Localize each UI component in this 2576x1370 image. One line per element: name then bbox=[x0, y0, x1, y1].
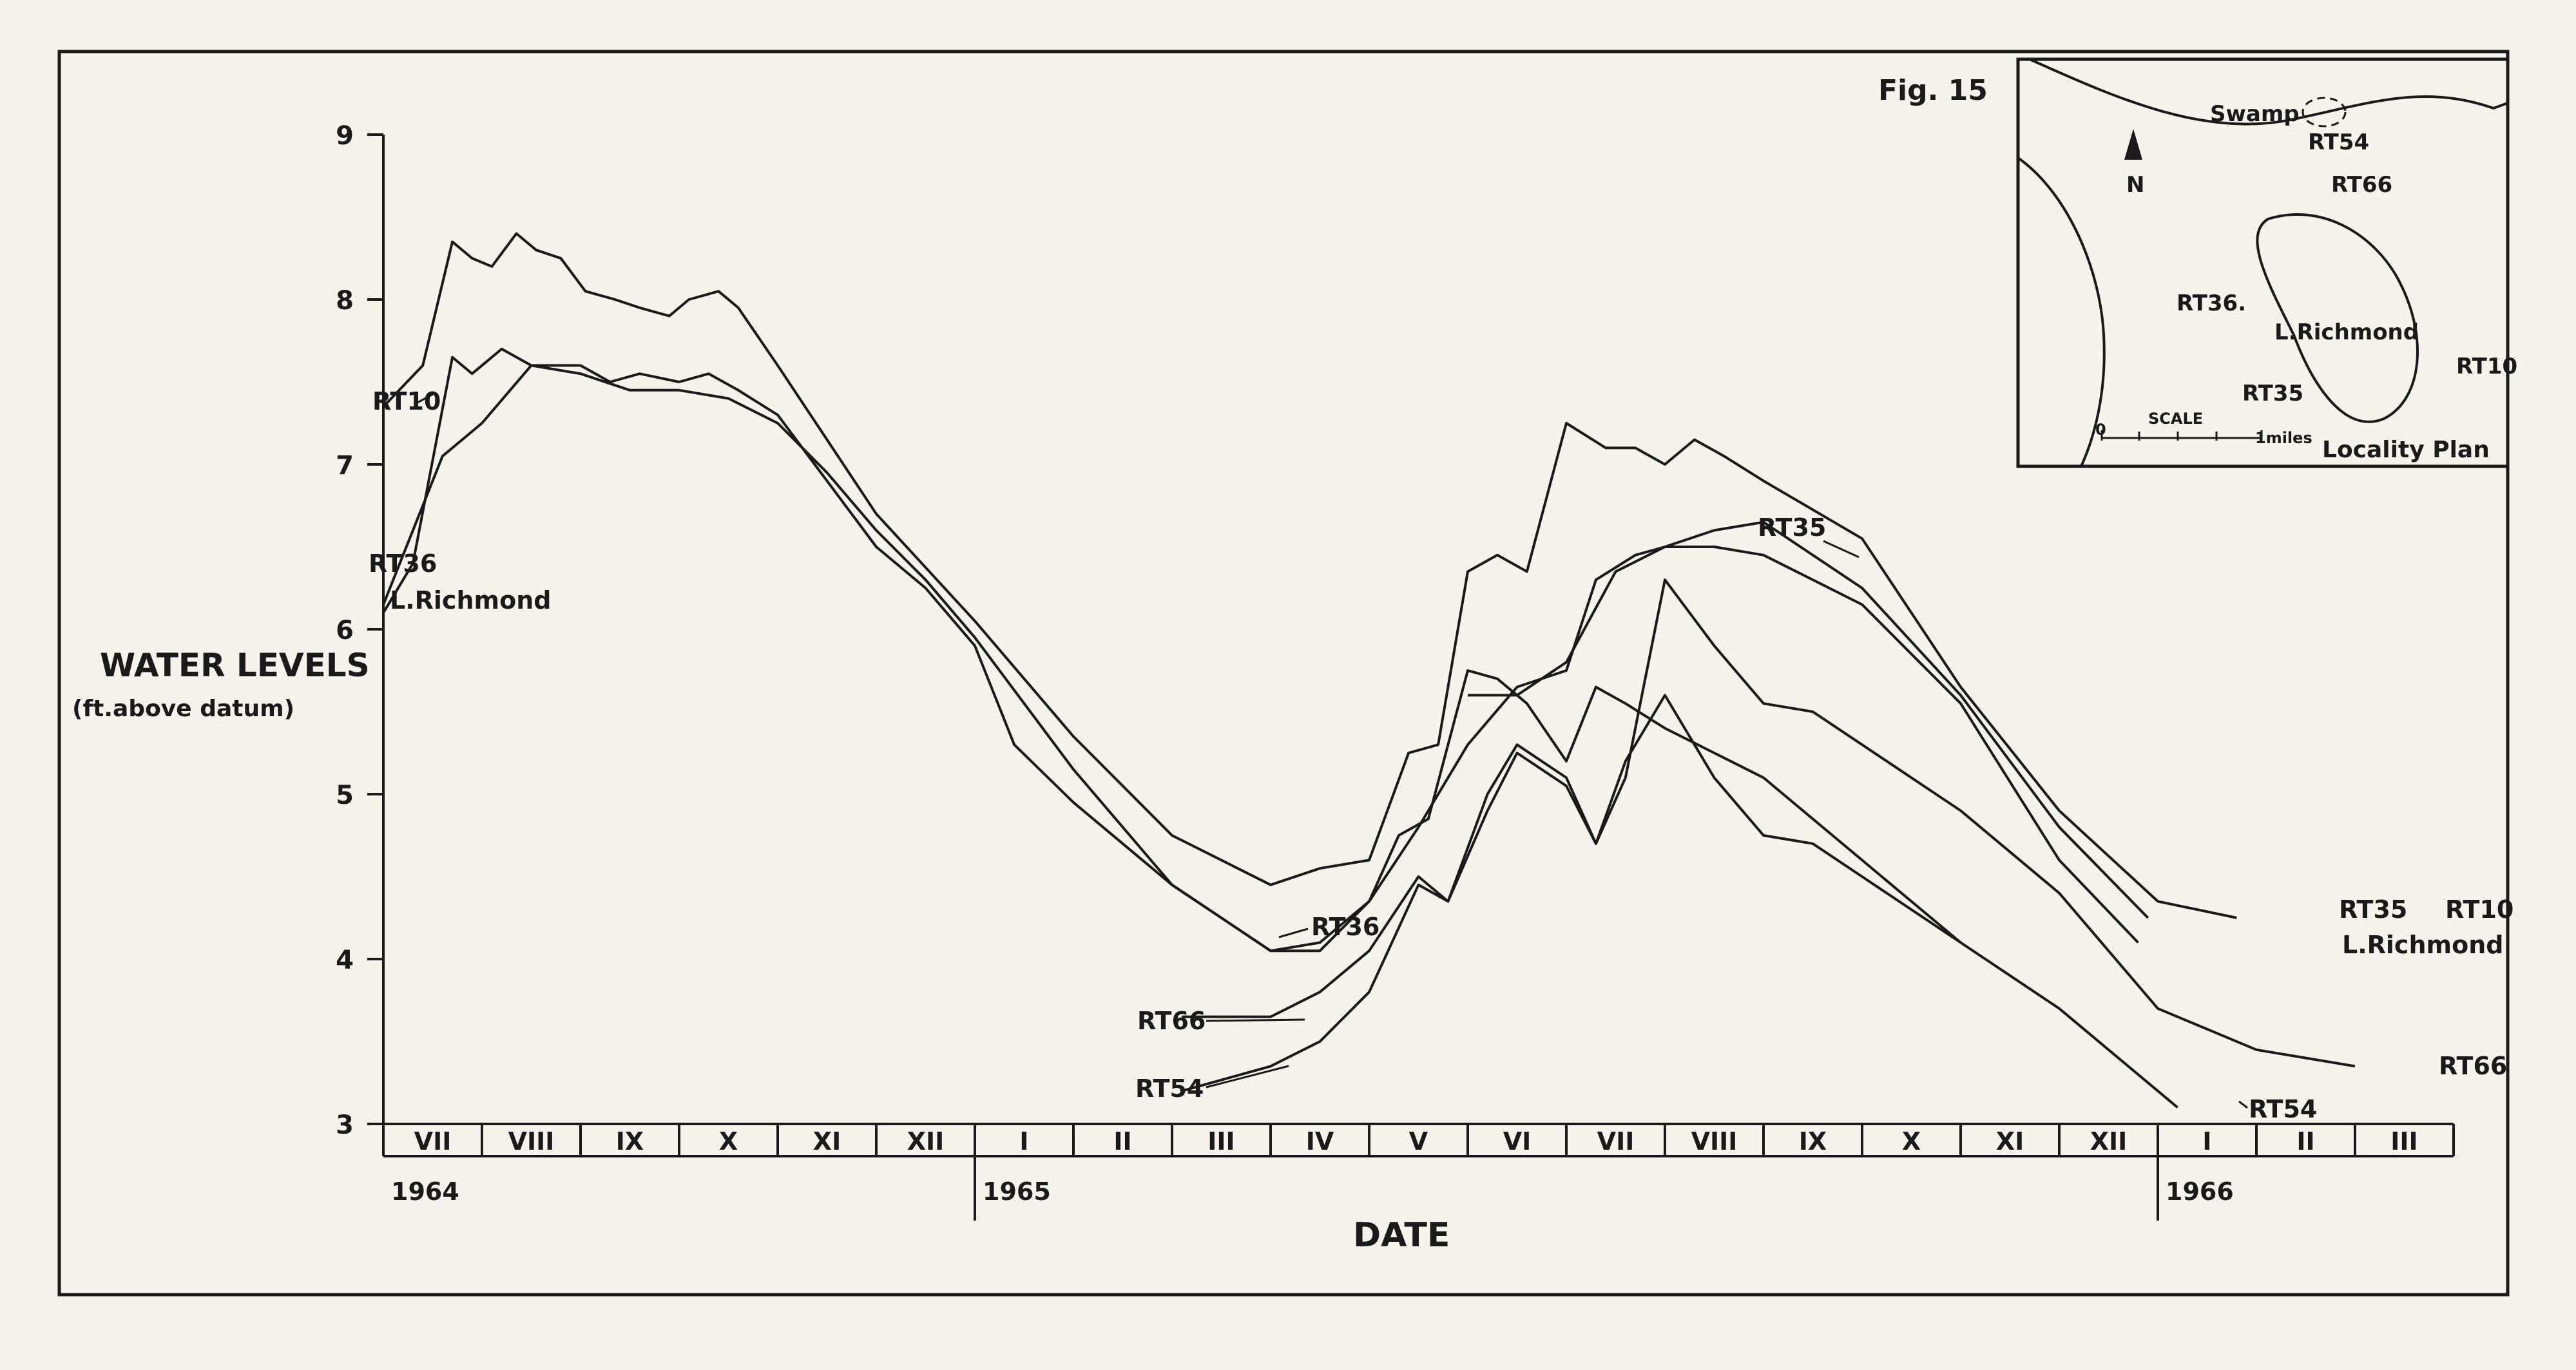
y-tick-label: 7 bbox=[336, 451, 354, 480]
inset-place-l-richmond: L.Richmond bbox=[2274, 319, 2419, 345]
north-arrow-icon bbox=[2124, 129, 2142, 160]
y-axis-title: WATER LEVELS bbox=[100, 647, 370, 684]
year-label: 1964 bbox=[391, 1177, 459, 1206]
month-label: III bbox=[2390, 1127, 2417, 1156]
series-label-leader bbox=[1206, 1018, 1305, 1022]
y-tick-label: 6 bbox=[336, 616, 354, 645]
inset-scale-end: 1miles bbox=[2255, 429, 2312, 447]
series-line-rt35 bbox=[1468, 520, 2149, 919]
series-label-rt10: RT10 bbox=[2445, 895, 2514, 924]
series-label-rt66: RT66 bbox=[1137, 1007, 1206, 1035]
x-axis-title: DATE bbox=[1353, 1216, 1450, 1255]
month-label: XII bbox=[2090, 1127, 2128, 1156]
plot-series bbox=[382, 232, 2356, 1108]
year-label: 1965 bbox=[983, 1177, 1051, 1206]
inset-place-rt10: RT10 bbox=[2456, 354, 2517, 379]
y-tick-label: 9 bbox=[336, 121, 354, 151]
inset-place-rt66: RT66 bbox=[2331, 172, 2392, 198]
month-label: X bbox=[1902, 1127, 1921, 1156]
month-label: V bbox=[1409, 1127, 1428, 1156]
month-axis: VII VIII IX X XI XII I II III IV V VI VII VIII IX X XI XI… bbox=[382, 1124, 2455, 1221]
month-label: XII bbox=[907, 1127, 945, 1156]
series-label-rt36: RT36 bbox=[369, 549, 437, 578]
month-label: II bbox=[2296, 1127, 2314, 1156]
month-label: XI bbox=[1996, 1127, 2024, 1156]
month-label: IX bbox=[1799, 1127, 1827, 1156]
inset-scale-zero: 0 bbox=[2095, 421, 2106, 439]
inset-place-rt36: RT36. bbox=[2177, 290, 2246, 316]
swamp-outline bbox=[2302, 97, 2347, 128]
inset-place-rt35: RT35 bbox=[2242, 381, 2303, 406]
lake-richmond-outline bbox=[2256, 213, 2419, 423]
y-tick-label: 4 bbox=[336, 946, 354, 975]
coastline-left bbox=[2017, 157, 2106, 467]
month-label: IV bbox=[1306, 1127, 1334, 1156]
y-tick-label: 5 bbox=[336, 781, 354, 810]
month-label: II bbox=[1113, 1127, 1131, 1156]
month-label: VI bbox=[1503, 1127, 1532, 1156]
inset-place-swamp: Swamp bbox=[2210, 101, 2300, 127]
series-label-rt54: RT54 bbox=[2249, 1095, 2317, 1123]
series-label-leader bbox=[2238, 1100, 2248, 1109]
series-line-l-richmond bbox=[382, 364, 2139, 953]
series-label-rt54: RT54 bbox=[1135, 1074, 1204, 1103]
y-tick-label: 3 bbox=[336, 1110, 354, 1140]
month-label: VII bbox=[414, 1127, 452, 1156]
series-label-rt10: RT10 bbox=[372, 387, 441, 415]
month-label: VIII bbox=[508, 1127, 555, 1156]
month-label: I bbox=[2202, 1127, 2211, 1156]
y-axis-ticks: 3 4 5 6 7 8 9 bbox=[336, 121, 383, 1140]
figure-frame bbox=[57, 50, 2510, 1297]
y-axis-subtitle: (ft.above datum) bbox=[72, 696, 294, 722]
inset-place-rt54: RT54 bbox=[2308, 129, 2369, 155]
inset-north-label: N bbox=[2126, 172, 2144, 198]
series-label-leader bbox=[1278, 928, 1309, 938]
year-label: 1966 bbox=[2166, 1177, 2234, 1206]
series-label-leader bbox=[1206, 1065, 1289, 1089]
series-line-rt36 bbox=[382, 347, 1962, 953]
series-labels: RT10 RT36 L.Richmond RT36 RT66 RT54 RT35 RT35 RT… bbox=[369, 387, 2514, 1123]
coastline-top bbox=[2029, 58, 2508, 126]
figure-label: Fig. 15 bbox=[1878, 74, 1988, 107]
series-line-rt10 bbox=[382, 232, 2237, 919]
series-label-rt66: RT66 bbox=[2439, 1052, 2507, 1080]
month-label: IX bbox=[616, 1127, 644, 1156]
month-label: VII bbox=[1597, 1127, 1635, 1156]
inset-scale-bar bbox=[2100, 430, 2263, 441]
series-label-rt35: RT35 bbox=[2339, 895, 2407, 924]
series-label-rt36: RT36 bbox=[1311, 913, 1379, 941]
y-tick-label: 8 bbox=[336, 286, 354, 316]
inset-title: Locality Plan bbox=[2322, 437, 2490, 463]
series-label-rt35: RT35 bbox=[1758, 513, 1826, 542]
series-label-l-richmond: L.Richmond bbox=[2342, 931, 2503, 959]
month-label: VIII bbox=[1691, 1127, 1738, 1156]
inset-scale-label: SCALE bbox=[2148, 410, 2203, 428]
series-line-rt66 bbox=[1182, 578, 2356, 1068]
series-label-l-richmond: L.Richmond bbox=[390, 586, 551, 614]
month-label: XI bbox=[813, 1127, 841, 1156]
series-line-rt54 bbox=[1181, 694, 2178, 1108]
month-label: III bbox=[1207, 1127, 1235, 1156]
month-label: X bbox=[719, 1127, 738, 1156]
locality-plan-inset: N Swamp RT54 RT66 RT36. L.Richmond RT35 … bbox=[2016, 57, 2517, 468]
month-label: I bbox=[1019, 1127, 1028, 1156]
series-label-leader bbox=[417, 393, 434, 404]
series-label-leader bbox=[1823, 540, 1860, 558]
